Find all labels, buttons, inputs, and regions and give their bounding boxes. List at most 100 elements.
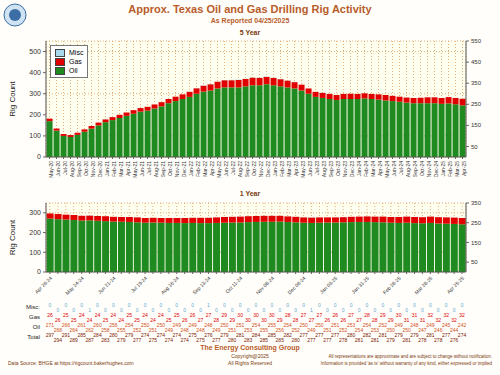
svg-text:Jun 21-24: Jun 21-24 (97, 275, 117, 295)
svg-text:450: 450 (471, 59, 482, 65)
svg-text:25: 25 (126, 312, 132, 318)
svg-text:0: 0 (397, 302, 400, 308)
svg-text:350: 350 (471, 80, 482, 86)
svg-text:0: 0 (239, 302, 242, 308)
svg-text:Oct-22: Oct-22 (251, 161, 257, 176)
svg-text:Mar-23: Mar-23 (286, 161, 292, 177)
svg-text:The Energy Consulting Group: The Energy Consulting Group (200, 344, 300, 352)
svg-text:Mar-25: Mar-25 (454, 161, 460, 177)
svg-text:Jun-22: Jun-22 (223, 161, 229, 177)
svg-text:0: 0 (358, 307, 361, 313)
svg-text:Apr-25: Apr-25 (461, 161, 467, 176)
svg-text:0: 0 (381, 302, 384, 308)
svg-text:0: 0 (183, 307, 186, 313)
svg-text:Apr-23: Apr-23 (293, 161, 299, 176)
svg-text:Jan-25: Jan-25 (440, 161, 446, 177)
svg-text:0: 0 (175, 302, 178, 308)
svg-text:As Reported 04/25/2025: As Reported 04/25/2025 (211, 17, 290, 25)
svg-text:Nov-24: Nov-24 (426, 161, 432, 177)
svg-text:5 Year: 5 Year (240, 29, 261, 36)
svg-text:30: 30 (253, 312, 259, 318)
svg-text:Jan-22: Jan-22 (188, 161, 194, 177)
svg-text:Mar 28-25: Mar 28-25 (413, 275, 434, 296)
svg-text:0: 0 (104, 307, 107, 313)
svg-text:0: 0 (255, 302, 258, 308)
svg-text:Dec-22: Dec-22 (265, 161, 271, 177)
svg-text:0: 0 (270, 302, 273, 308)
svg-text:29: 29 (388, 317, 394, 323)
svg-text:0: 0 (318, 302, 321, 308)
svg-text:30: 30 (396, 312, 402, 318)
svg-text:Rig Count: Rig Count (8, 80, 17, 116)
svg-text:32: 32 (451, 317, 457, 323)
svg-text:27: 27 (198, 317, 204, 323)
svg-text:300: 300 (29, 90, 41, 97)
svg-text:Apr-24: Apr-24 (377, 161, 383, 176)
svg-text:Dec 06-24: Dec 06-24 (286, 275, 307, 296)
svg-text:0: 0 (167, 307, 170, 313)
svg-text:31: 31 (404, 317, 410, 323)
svg-text:0: 0 (96, 302, 99, 308)
svg-text:0: 0 (373, 307, 376, 313)
svg-text:Aug-20: Aug-20 (69, 161, 75, 177)
svg-text:Gas: Gas (29, 314, 40, 320)
svg-text:27: 27 (206, 312, 212, 318)
svg-text:150: 150 (471, 240, 482, 246)
svg-text:0: 0 (263, 307, 266, 313)
svg-text:28: 28 (364, 312, 370, 318)
svg-text:Nov-22: Nov-22 (258, 161, 264, 177)
svg-text:Jul-23: Jul-23 (314, 161, 320, 175)
svg-text:50: 50 (471, 144, 478, 150)
svg-text:Nov-23: Nov-23 (342, 161, 348, 177)
svg-text:May-24: May-24 (384, 161, 390, 178)
svg-text:1: 1 (310, 307, 313, 313)
svg-text:Oct-23: Oct-23 (335, 161, 341, 176)
svg-text:28: 28 (372, 317, 378, 323)
svg-text:26: 26 (325, 317, 331, 323)
svg-text:0: 0 (191, 302, 194, 308)
svg-text:Dec-24: Dec-24 (433, 161, 439, 177)
svg-text:Misc:: Misc: (26, 304, 40, 310)
svg-text:Sep-21: Sep-21 (160, 161, 166, 177)
svg-text:400: 400 (29, 69, 41, 76)
svg-text:30: 30 (261, 317, 267, 323)
svg-text:32: 32 (443, 312, 449, 318)
svg-text:25: 25 (63, 312, 69, 318)
svg-text:Jan 03-25: Jan 03-25 (318, 275, 338, 295)
svg-text:Approx. Texas Oil and Gas Dril: Approx. Texas Oil and Gas Drilling Rig A… (128, 3, 372, 15)
svg-text:0: 0 (120, 307, 123, 313)
svg-text:Total: Total (27, 334, 40, 340)
svg-text:Sep-22: Sep-22 (244, 161, 250, 177)
svg-text:0: 0 (37, 153, 41, 160)
svg-text:32: 32 (428, 312, 434, 318)
svg-text:Jan-23: Jan-23 (272, 161, 278, 177)
svg-text:0: 0 (445, 302, 448, 308)
svg-text:27: 27 (348, 312, 354, 318)
svg-text:0: 0 (37, 268, 41, 275)
svg-text:0: 0 (342, 307, 345, 313)
svg-text:Mar-24: Mar-24 (370, 161, 376, 177)
svg-text:0: 0 (247, 307, 250, 313)
svg-text:1: 1 (88, 307, 91, 313)
svg-text:0: 0 (278, 307, 281, 313)
svg-text:Feb-25: Feb-25 (447, 161, 453, 177)
svg-text:29: 29 (229, 317, 235, 323)
svg-text:Jul-20: Jul-20 (62, 161, 68, 175)
svg-text:0: 0 (56, 307, 59, 313)
svg-text:Aug-24: Aug-24 (405, 161, 411, 177)
svg-text:242: 242 (458, 322, 467, 328)
svg-text:Information is provided 'as is: Information is provided 'as is' without … (321, 361, 492, 366)
svg-text:All representations are approx: All representations are approximate and … (328, 354, 492, 359)
svg-text:24: 24 (142, 312, 148, 318)
svg-text:29: 29 (277, 317, 283, 323)
svg-text:274: 274 (458, 332, 467, 338)
svg-text:24: 24 (119, 317, 125, 323)
svg-text:26: 26 (332, 312, 338, 318)
svg-text:Mar-21: Mar-21 (118, 161, 124, 177)
svg-text:0: 0 (231, 307, 234, 313)
svg-text:Dec-23: Dec-23 (349, 161, 355, 177)
svg-text:25: 25 (71, 317, 77, 323)
svg-text:150: 150 (471, 122, 482, 128)
svg-text:Jun-20: Jun-20 (55, 161, 61, 177)
svg-text:0: 0 (128, 302, 131, 308)
